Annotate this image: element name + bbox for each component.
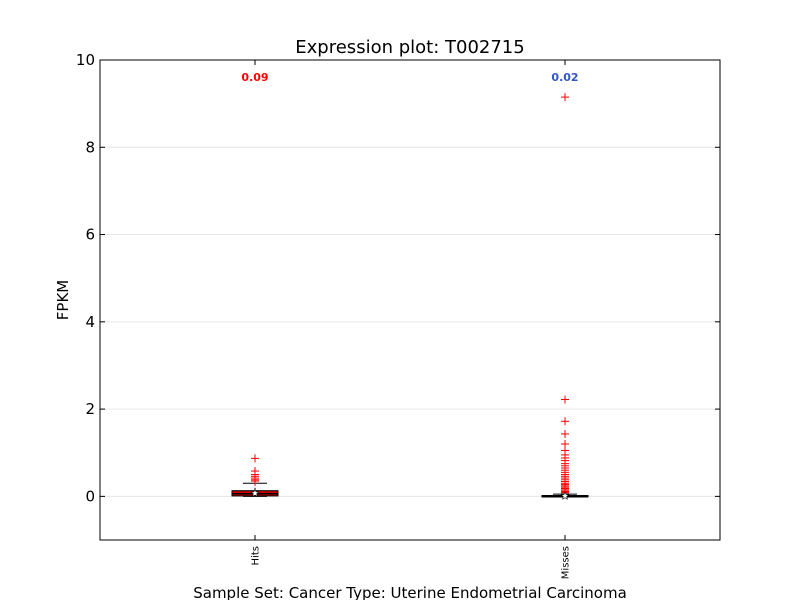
x-axis-label: Sample Set: Cancer Type: Uterine Endomet… — [193, 584, 627, 600]
mean-marker — [250, 488, 260, 498]
outlier-point — [561, 429, 569, 438]
annotation-misses: 0.02 — [551, 71, 578, 84]
annotation-hits: 0.09 — [241, 71, 268, 84]
y-tick-label: 4 — [85, 313, 95, 331]
annotations: 0.09 0.02 — [241, 71, 578, 84]
mean-marker — [560, 491, 570, 500]
y-axis-ticks: 0 2 4 6 8 10 — [76, 51, 720, 505]
outlier-point — [561, 395, 569, 404]
y-tick-label: 2 — [85, 400, 95, 418]
box-plot-misses — [541, 93, 589, 500]
category-label-hits: Hits — [251, 546, 262, 565]
box-plot-hits — [231, 454, 279, 498]
y-tick-label: 6 — [85, 226, 95, 244]
box-plots — [231, 93, 589, 500]
y-tick-label: 10 — [76, 51, 95, 69]
grid-lines — [100, 59, 720, 497]
y-tick-label: 0 — [85, 487, 95, 505]
outlier-point — [251, 454, 259, 463]
y-axis-label: FPKM — [54, 280, 72, 320]
outlier-point — [561, 417, 569, 426]
category-label-misses: Misses — [561, 546, 572, 579]
chart-title: Expression plot: T002715 — [295, 37, 524, 58]
outlier-point — [251, 477, 259, 486]
outlier-point — [561, 93, 569, 102]
y-tick-label: 8 — [85, 138, 95, 156]
plot-frame — [99, 59, 721, 541]
x-axis-ticks: Hits Misses — [251, 60, 572, 579]
